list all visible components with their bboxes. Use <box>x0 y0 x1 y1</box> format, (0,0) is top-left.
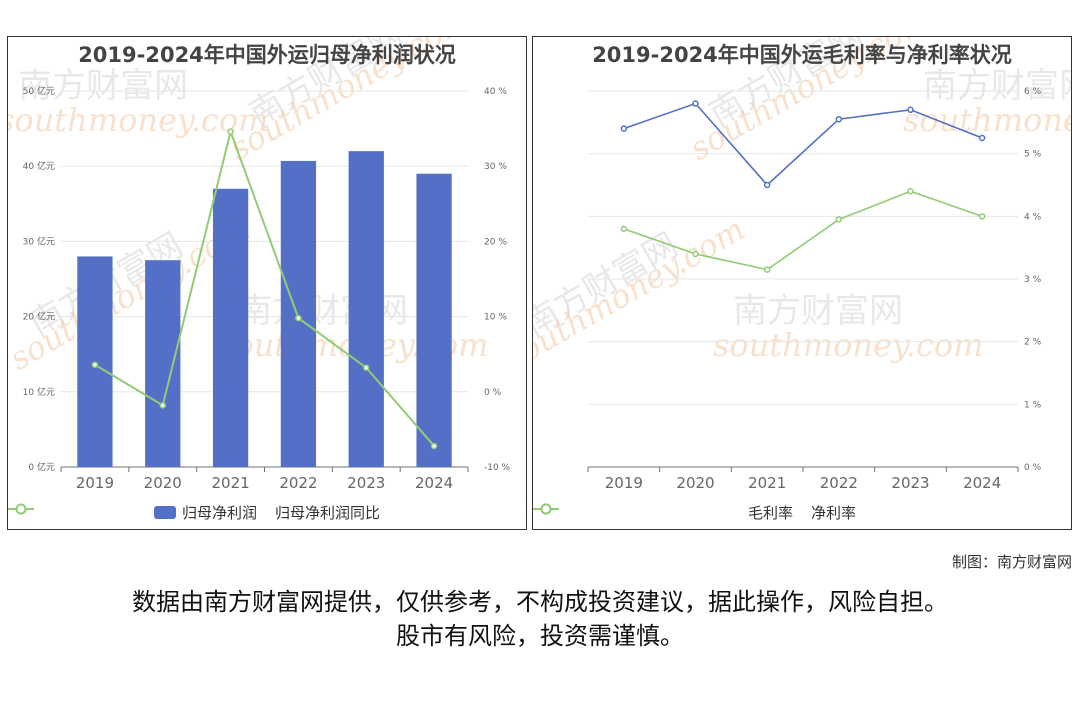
y-tick-label-right: 3 % <box>1024 275 1042 285</box>
point-net-profit-yoy <box>295 314 302 322</box>
y-tick-label-right: 10 % <box>484 313 507 323</box>
x-tick-label: 2023 <box>891 474 929 492</box>
watermark-brand: 南方财富网 <box>923 66 1072 106</box>
y-tick-label-left: 30 亿元 <box>23 235 55 247</box>
legend-label: 净利率 <box>811 504 857 522</box>
x-tick-label: 2021 <box>211 474 249 492</box>
x-tick-label: 2024 <box>415 474 453 492</box>
line-gross-margin <box>623 102 983 187</box>
y-tick-label-right: 5 % <box>1024 150 1042 160</box>
watermark-brand: 南方财富网 <box>733 291 903 331</box>
point-gross-margin <box>907 106 914 114</box>
bar-net-profit <box>145 260 181 467</box>
legend-item-net-margin[interactable]: 净利率 <box>533 502 857 523</box>
net-profit-chart: 南方财富网southmoney.com南方财富网southmoney.com南方… <box>8 37 511 492</box>
legend-item-gross-margin[interactable]: 毛利率 <box>533 502 793 523</box>
point-net-profit-yoy <box>227 128 234 135</box>
point-gross-margin <box>835 115 843 123</box>
point-net-profit-yoy <box>363 364 370 371</box>
point-net-profit-yoy <box>91 361 99 368</box>
x-tick-label: 2023 <box>347 474 385 492</box>
x-tick-label: 2019 <box>605 474 643 492</box>
net-profit-chart-panel: 南方财富网 southmoney.com 南方财富网 southmoney.com 南方… <box>7 36 527 530</box>
y-tick-label-left: 50 亿元 <box>23 85 55 97</box>
legend-item-net-profit-yoy[interactable]: 归母净利润同比 <box>8 502 381 523</box>
point-gross-margin <box>620 125 628 132</box>
y-tick-label-right: -10 % <box>484 463 511 473</box>
line-net-margin <box>623 190 983 271</box>
y-tick-label-right: 0 % <box>484 388 502 398</box>
x-tick-label: 2021 <box>748 474 786 492</box>
x-tick-label: 2024 <box>963 474 1001 492</box>
line-swatch-icon <box>8 503 34 515</box>
bar-swatch-icon <box>153 506 176 519</box>
y-tick-label-right: 20 % <box>484 237 507 247</box>
watermark-url: southmoney.com <box>713 326 983 364</box>
y-tick-label-left: 40 亿元 <box>23 160 55 172</box>
watermark-url: southmoney.com <box>903 101 1072 139</box>
x-tick-label: 2020 <box>676 474 714 492</box>
legend-label: 归母净利润同比 <box>275 504 381 522</box>
disclaimer-line-1: 数据由南方财富网提供，仅供参考，不构成投资建议，据此操作，风险自担。 <box>132 588 948 616</box>
point-gross-margin <box>978 134 986 142</box>
x-tick-label: 2022 <box>279 474 317 492</box>
y-tick-label-left: 0 亿元 <box>28 461 55 473</box>
line-swatch-icon <box>533 503 559 515</box>
margin-chart-title: 2019-2024年中国外运毛利率与净利率状况 <box>592 43 1012 67</box>
y-tick-label-right: 6 % <box>1024 87 1042 97</box>
y-tick-label-left: 20 亿元 <box>23 311 55 323</box>
point-gross-margin <box>692 100 699 107</box>
line-net-profit-yoy <box>94 128 435 447</box>
chart-credit: 制图：南方财富网 <box>951 553 1072 571</box>
bar-net-profit <box>416 173 452 467</box>
bar-net-profit <box>212 188 249 467</box>
net-profit-chart-title: 2019-2024年中国外运归母净利润状况 <box>78 43 456 67</box>
y-tick-label-right: 0 % <box>1024 463 1042 473</box>
y-tick-label-right: 1 % <box>1024 400 1042 410</box>
y-tick-label-right: 2 % <box>1024 338 1042 348</box>
disclaimer-line-2: 股市有风险，投资需谨慎。 <box>396 622 684 650</box>
point-net-margin <box>835 216 843 223</box>
legend-item-net-profit[interactable]: 归母净利润 <box>153 502 257 523</box>
y-tick-label-right: 40 % <box>484 87 507 97</box>
point-net-profit-yoy <box>159 402 166 409</box>
y-tick-label-right: 30 % <box>484 162 507 172</box>
watermark-url: southmoney.com <box>8 101 268 139</box>
point-net-margin <box>692 250 699 258</box>
margin-legend: 毛利率 净利率 <box>533 502 1071 523</box>
x-tick-label: 2019 <box>76 474 114 492</box>
x-tick-label: 2022 <box>820 474 858 492</box>
legend-label: 毛利率 <box>747 504 793 522</box>
point-net-margin <box>763 266 771 273</box>
margin-chart-panel: 南方财富网 southmoney.com 南方财富网 southmoney.com 南方… <box>532 36 1072 530</box>
point-gross-margin <box>763 181 771 189</box>
point-net-margin <box>907 188 914 195</box>
point-net-margin <box>978 213 986 220</box>
bar-net-profit <box>280 160 317 467</box>
point-net-profit-yoy <box>430 442 438 450</box>
point-net-margin <box>620 225 628 233</box>
y-tick-label-left: 10 亿元 <box>23 386 55 398</box>
bar-net-profit <box>348 151 384 467</box>
margin-chart: 南方财富网southmoney.com南方财富网southmoney.com南方… <box>533 37 1072 492</box>
x-tick-label: 2020 <box>144 474 182 492</box>
legend-label: 归母净利润 <box>181 504 257 522</box>
y-tick-label-right: 4 % <box>1024 212 1042 222</box>
net-profit-legend: 归母净利润 归母净利润同比 <box>8 502 526 523</box>
watermark-brand: 南方财富网 <box>18 66 188 106</box>
